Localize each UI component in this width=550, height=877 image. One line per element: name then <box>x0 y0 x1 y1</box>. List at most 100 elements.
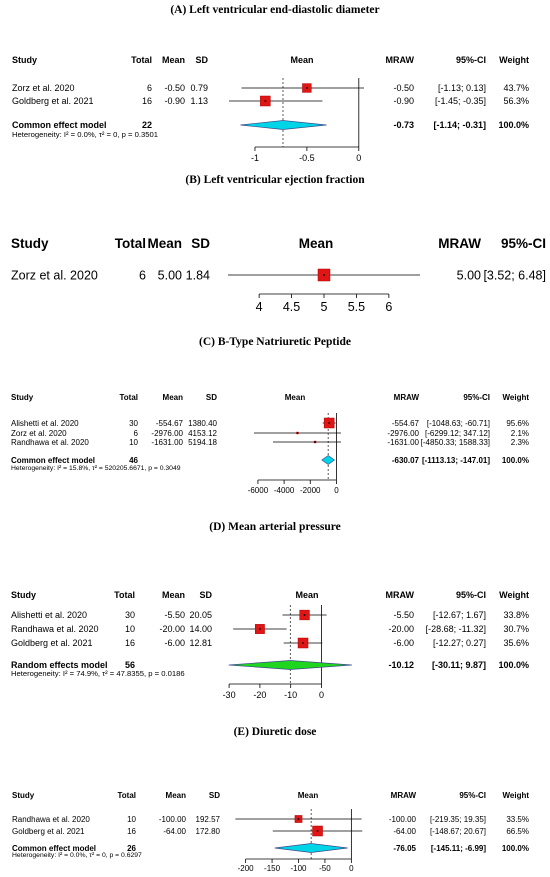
header-sd: SD <box>199 590 212 600</box>
header-weight: Weight <box>502 393 529 402</box>
study-weight: 2.3% <box>511 438 529 447</box>
heterogeneity-stats: Heterogeneity: I² = 74.9%, τ² = 47.8355,… <box>11 669 185 678</box>
header-mean: Mean <box>162 55 185 65</box>
pooled-diamond <box>321 455 336 465</box>
pooled-weight: 100.0% <box>498 120 529 130</box>
study-effect: -6.00 <box>393 638 414 648</box>
pooled-effect: -10.12 <box>388 660 414 670</box>
x-tick-label: -10 <box>284 690 297 700</box>
pooled-total: 46 <box>129 456 138 465</box>
study-weight: 33.5% <box>506 815 529 824</box>
study-weight: 2.1% <box>511 429 529 438</box>
study-name: Goldberg et al. 2021 <box>12 827 85 836</box>
study-mean: -0.50 <box>164 83 185 93</box>
study-ci: [-12.27; 0.27] <box>433 638 486 648</box>
header-ci: 95%-CI <box>501 236 546 251</box>
study-effect: -5.50 <box>393 610 414 620</box>
study-weight: 95.6% <box>506 419 529 428</box>
study-name: Goldberg et al. 2021 <box>11 638 93 648</box>
x-tick-label: -150 <box>264 864 281 873</box>
header-sd: SD <box>206 393 217 402</box>
header-mean: Mean <box>147 236 182 251</box>
header-total: Total <box>117 791 136 800</box>
header-mean: Mean <box>163 393 184 402</box>
header-plot: Mean <box>298 791 319 800</box>
x-tick-label: 4.5 <box>283 300 300 314</box>
header-effect: MRAW <box>394 393 420 402</box>
header-plot: Mean <box>299 236 334 251</box>
header-total: Total <box>119 393 138 402</box>
study-name: Zorz et al. 2020 <box>12 83 75 93</box>
study-total: 10 <box>125 624 135 634</box>
study-sd: 1.84 <box>186 268 210 282</box>
pooled-ci: [-30.11; 9.87] <box>432 660 486 670</box>
study-name: Zorz et al. 2020 <box>11 268 98 282</box>
study-name: Randhawa et al. 2020 <box>11 624 99 634</box>
header-ci: 95%-CI <box>459 791 486 800</box>
pooled-effect: -76.05 <box>393 844 416 853</box>
point-estimate-dot <box>297 818 300 820</box>
pooled-effect: -0.73 <box>393 120 414 130</box>
study-name: Randhawa et al. 2020 <box>11 438 89 447</box>
study-ci: [3.52; 6.48] <box>483 268 546 282</box>
study-ci: [-4850.33; 1588.33] <box>421 438 490 447</box>
header-weight: Weight <box>499 55 529 65</box>
study-sd: 5194.18 <box>188 438 217 447</box>
study-sd: 4153.12 <box>188 429 217 438</box>
forest-plot-a: Study Total Mean SD Mean MRAW 95%-CI Weight Zorz… <box>12 55 529 163</box>
study-mean: -554.67 <box>156 419 184 428</box>
study-effect: -64.00 <box>393 827 416 836</box>
study-total: 30 <box>129 419 138 428</box>
study-effect: -20.00 <box>388 624 414 634</box>
point-estimate-dot <box>259 628 261 630</box>
pooled-ci: [-1113.13; -147.01] <box>422 456 490 465</box>
point-estimate-dot <box>306 87 308 89</box>
panel-a-title: (A) Left ventricular end-diastolic diame… <box>170 4 380 16</box>
panel-d-title: (D) Mean arterial pressure <box>209 521 341 533</box>
study-ci: [-6299.12; 347.12] <box>425 429 490 438</box>
study-weight: 33.8% <box>503 610 529 620</box>
study-effect: -554.67 <box>392 419 420 428</box>
pooled-model-name: Common effect model <box>11 456 95 465</box>
pooled-model-name: Common effect model <box>12 844 96 853</box>
header-mean: Mean <box>162 590 185 600</box>
x-tick-label: 6 <box>385 300 392 314</box>
study-weight: 30.7% <box>503 624 529 634</box>
study-sd: 20.05 <box>189 610 212 620</box>
pooled-weight: 100.0% <box>498 660 529 670</box>
pooled-model-name: Common effect model <box>12 120 107 130</box>
panel-c-title: (C) B-Type Natriuretic Peptide <box>199 336 351 348</box>
header-total: Total <box>114 590 135 600</box>
study-ci: [-219.35; 19.35] <box>430 815 486 824</box>
x-tick-label: 5.5 <box>348 300 365 314</box>
header-weight: Weight <box>499 590 529 600</box>
study-total: 6 <box>134 429 139 438</box>
header-sd: SD <box>191 236 210 251</box>
point-estimate-dot <box>328 422 330 424</box>
pooled-weight: 100.0% <box>502 844 529 853</box>
forest-plot-d: Study Total Mean SD Mean MRAW 95%-CI Weight Alis… <box>11 590 529 700</box>
study-sd: 172.80 <box>196 827 221 836</box>
study-name: Zorz et al. 2020 <box>11 429 67 438</box>
study-sd: 1380.40 <box>188 419 217 428</box>
study-total: 16 <box>125 638 135 648</box>
study-name: Alishetti et al. 2020 <box>11 419 79 428</box>
pooled-total: 56 <box>125 660 135 670</box>
pooled-ci: [-1.14; -0.31] <box>433 120 486 130</box>
pooled-diamond <box>240 120 327 130</box>
x-tick-label: -1 <box>251 153 259 163</box>
point-estimate-dot <box>314 441 316 443</box>
point-estimate-dot <box>303 614 306 616</box>
study-mean: -0.90 <box>164 96 185 106</box>
study-effect: -1631.00 <box>387 438 419 447</box>
header-total: Total <box>115 236 146 251</box>
x-tick-label: -100 <box>290 864 307 873</box>
x-tick-label: 0 <box>334 486 339 495</box>
study-ci: [-148.67; 20.67] <box>430 827 486 836</box>
header-mean: Mean <box>166 791 187 800</box>
header-weight: Weight <box>502 791 529 800</box>
header-study: Study <box>12 55 37 65</box>
study-total: 10 <box>127 815 136 824</box>
study-total: 16 <box>127 827 136 836</box>
